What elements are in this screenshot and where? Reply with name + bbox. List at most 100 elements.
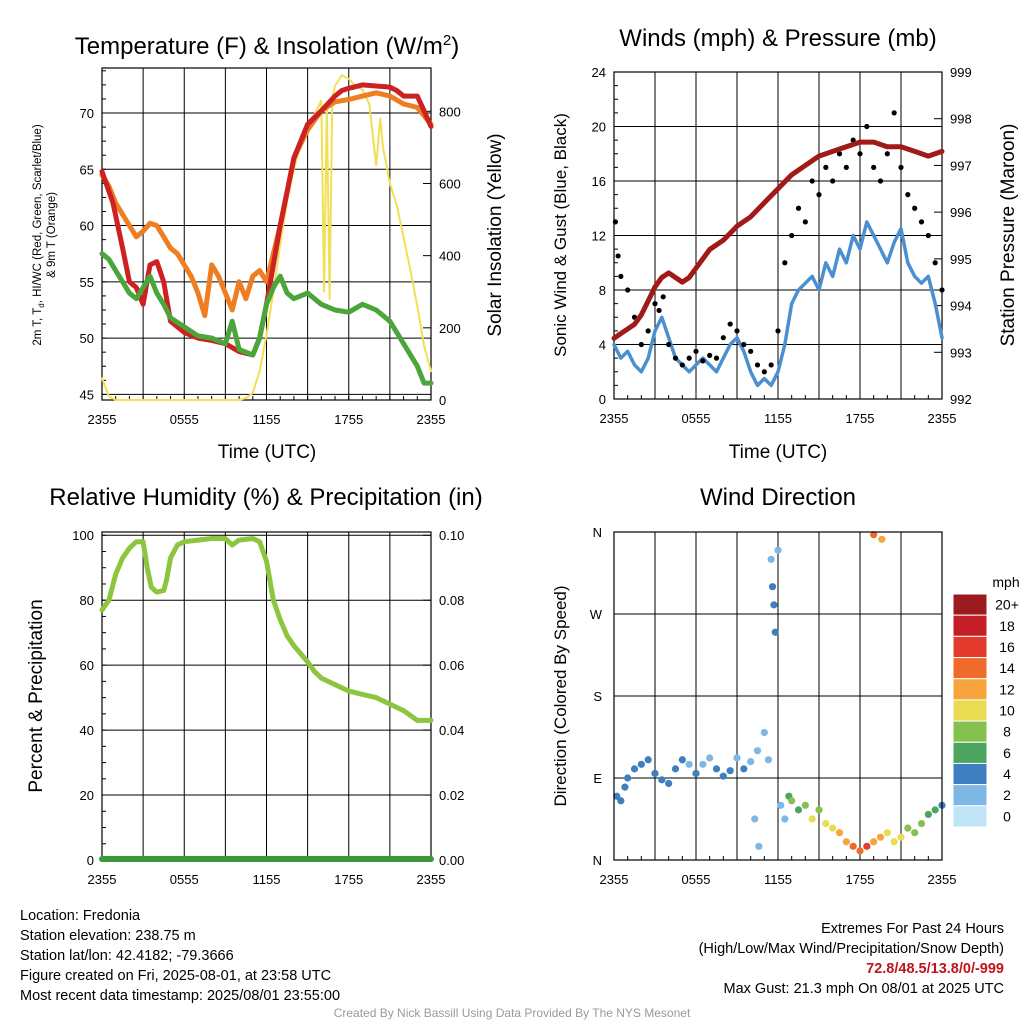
wdir-point: [621, 783, 629, 791]
rh-line: [99, 536, 434, 723]
wind-gust-point: [843, 164, 849, 170]
wind-gust-point: [707, 352, 713, 358]
wdir-point: [658, 776, 666, 784]
colorbar-swatch: [952, 762, 988, 786]
wdir-point: [753, 747, 762, 755]
wdir-point: [897, 833, 905, 841]
wind-gust-point: [686, 355, 692, 361]
wdir-point: [755, 842, 763, 850]
wind-gust-point: [864, 123, 870, 130]
temp-xtick-label: 2355: [417, 412, 446, 427]
colorbar-label: 20+: [995, 597, 1019, 613]
wdir-chart: N E S W N 2355 0555 1155 1755 2355: [590, 525, 957, 887]
wdir-point: [835, 829, 844, 837]
wdir-point: [876, 833, 885, 841]
wdir-xtick-label: 1155: [764, 872, 792, 887]
wdir-point: [733, 754, 741, 762]
colorbar-swatch: [952, 635, 988, 659]
wdir-point: [630, 765, 639, 773]
wdir-point: [815, 806, 823, 814]
wdir-point: [706, 754, 714, 762]
wdir-title: Wind Direction: [700, 484, 856, 511]
wdir-point: [781, 815, 789, 823]
wdir-ytick-label: S: [593, 689, 602, 704]
wind-gust-point: [912, 205, 918, 211]
wdir-point: [699, 760, 707, 768]
rh-ytick-left-label: 100: [72, 528, 94, 543]
wdir-point: [904, 824, 912, 832]
temp-ylabel-left-2: & 9m T (Orange): [46, 192, 58, 278]
wind-xtick-label: 0555: [682, 411, 711, 426]
wdir-point: [671, 765, 680, 773]
colorbar-label: 18: [999, 618, 1015, 634]
wind-ytick-right-label: 996: [950, 205, 972, 220]
colorbar-title: mph: [992, 574, 1019, 590]
rh-ytick-left-label: 80: [80, 593, 94, 608]
wind-ytick-left-label: 20: [592, 120, 606, 135]
wdir-point: [719, 772, 727, 780]
wind-ytick-right-label: 994: [950, 299, 972, 314]
wdir-point: [637, 760, 645, 768]
rh-ytick-left-label: 0: [87, 853, 94, 868]
wind-gust-point: [857, 151, 863, 157]
wdir-point: [842, 838, 850, 846]
wind-gust-point: [925, 232, 931, 239]
rh-xtick-label: 1755: [334, 872, 363, 887]
wdir-point: [870, 838, 878, 846]
wind-gust-point: [898, 164, 904, 170]
wind-gust-point: [700, 358, 706, 364]
colorbar-swatch: [952, 805, 988, 828]
rh-ytick-right-label: 0.00: [439, 853, 464, 868]
temp-title: Temperature (F) & Insolation (W/m2): [75, 32, 459, 60]
colorbar-swatch: [952, 678, 988, 701]
wdir-ylabel-left: Direction (Colored By Speed): [551, 585, 570, 806]
wind-ylabel-right: Station Pressure (Maroon): [998, 124, 1019, 347]
wind-plot-border: [613, 71, 943, 400]
wdir-point: [801, 801, 809, 809]
rh-title: Relative Humidity (%) & Precipitation (i…: [49, 484, 482, 511]
wind-gust-point: [932, 260, 938, 266]
temp-xtick-label: 1755: [334, 412, 363, 427]
wdir-point: [747, 758, 755, 766]
colorbar-label: 14: [999, 660, 1015, 676]
wind-gust-point: [939, 287, 945, 293]
temp-ytick-left-label: 70: [80, 106, 94, 121]
wdir-point: [771, 628, 779, 636]
wind-gust-point: [891, 110, 897, 116]
pressure-line: [611, 139, 945, 341]
temp-ylabel-right: Solar Insolation (Yellow): [485, 133, 506, 336]
rh-xtick-label: 1155: [253, 872, 281, 887]
wdir-point: [829, 824, 837, 832]
wdir-point: [712, 765, 721, 773]
wdir-point: [856, 847, 864, 855]
temp-ytick-left-label: 60: [80, 219, 94, 234]
max-gust-text: Max Gust: 21.3 mph On 08/01 at 2025 UTC: [723, 981, 1004, 997]
wind-ytick-left-label: 16: [592, 174, 606, 189]
wdir-point: [740, 765, 748, 773]
colorbar-swatch: [952, 699, 988, 722]
wind-ytick-right-label: 992: [950, 392, 972, 407]
wind-title: Winds (mph) & Pressure (mb): [619, 25, 936, 52]
wind-xtick-label: 1755: [846, 411, 875, 426]
wind-ytick-right-label: 997: [950, 158, 972, 173]
wdir-xtick-label: 2355: [600, 872, 629, 887]
wind-gust-point: [823, 164, 829, 170]
wdir-point: [692, 769, 700, 778]
wind-gust-point: [830, 178, 836, 184]
wind-gust-point: [713, 355, 720, 361]
wdir-point: [760, 728, 768, 737]
wdir-point: [931, 806, 939, 814]
wdir-point: [665, 779, 673, 788]
wind-gust-point: [816, 192, 822, 198]
temp-xtick-label: 1155: [253, 412, 281, 427]
wind-ytick-left-label: 24: [592, 65, 606, 80]
wdir-point: [911, 829, 919, 837]
rh-xtick-label: 2355: [88, 872, 117, 887]
temp-chart: 45 50 55 60 65 70 0 200 400 600 800 2355 0555 1155 175…: [80, 67, 461, 427]
wdir-point: [768, 583, 777, 591]
temp-insolation-line: [101, 74, 432, 401]
colorbar-label: 16: [999, 639, 1015, 655]
extremes-values: 72.8/48.5/13.8/0/-999: [866, 961, 1004, 977]
wind-gust-point: [918, 219, 925, 225]
wdir-point: [770, 601, 778, 609]
